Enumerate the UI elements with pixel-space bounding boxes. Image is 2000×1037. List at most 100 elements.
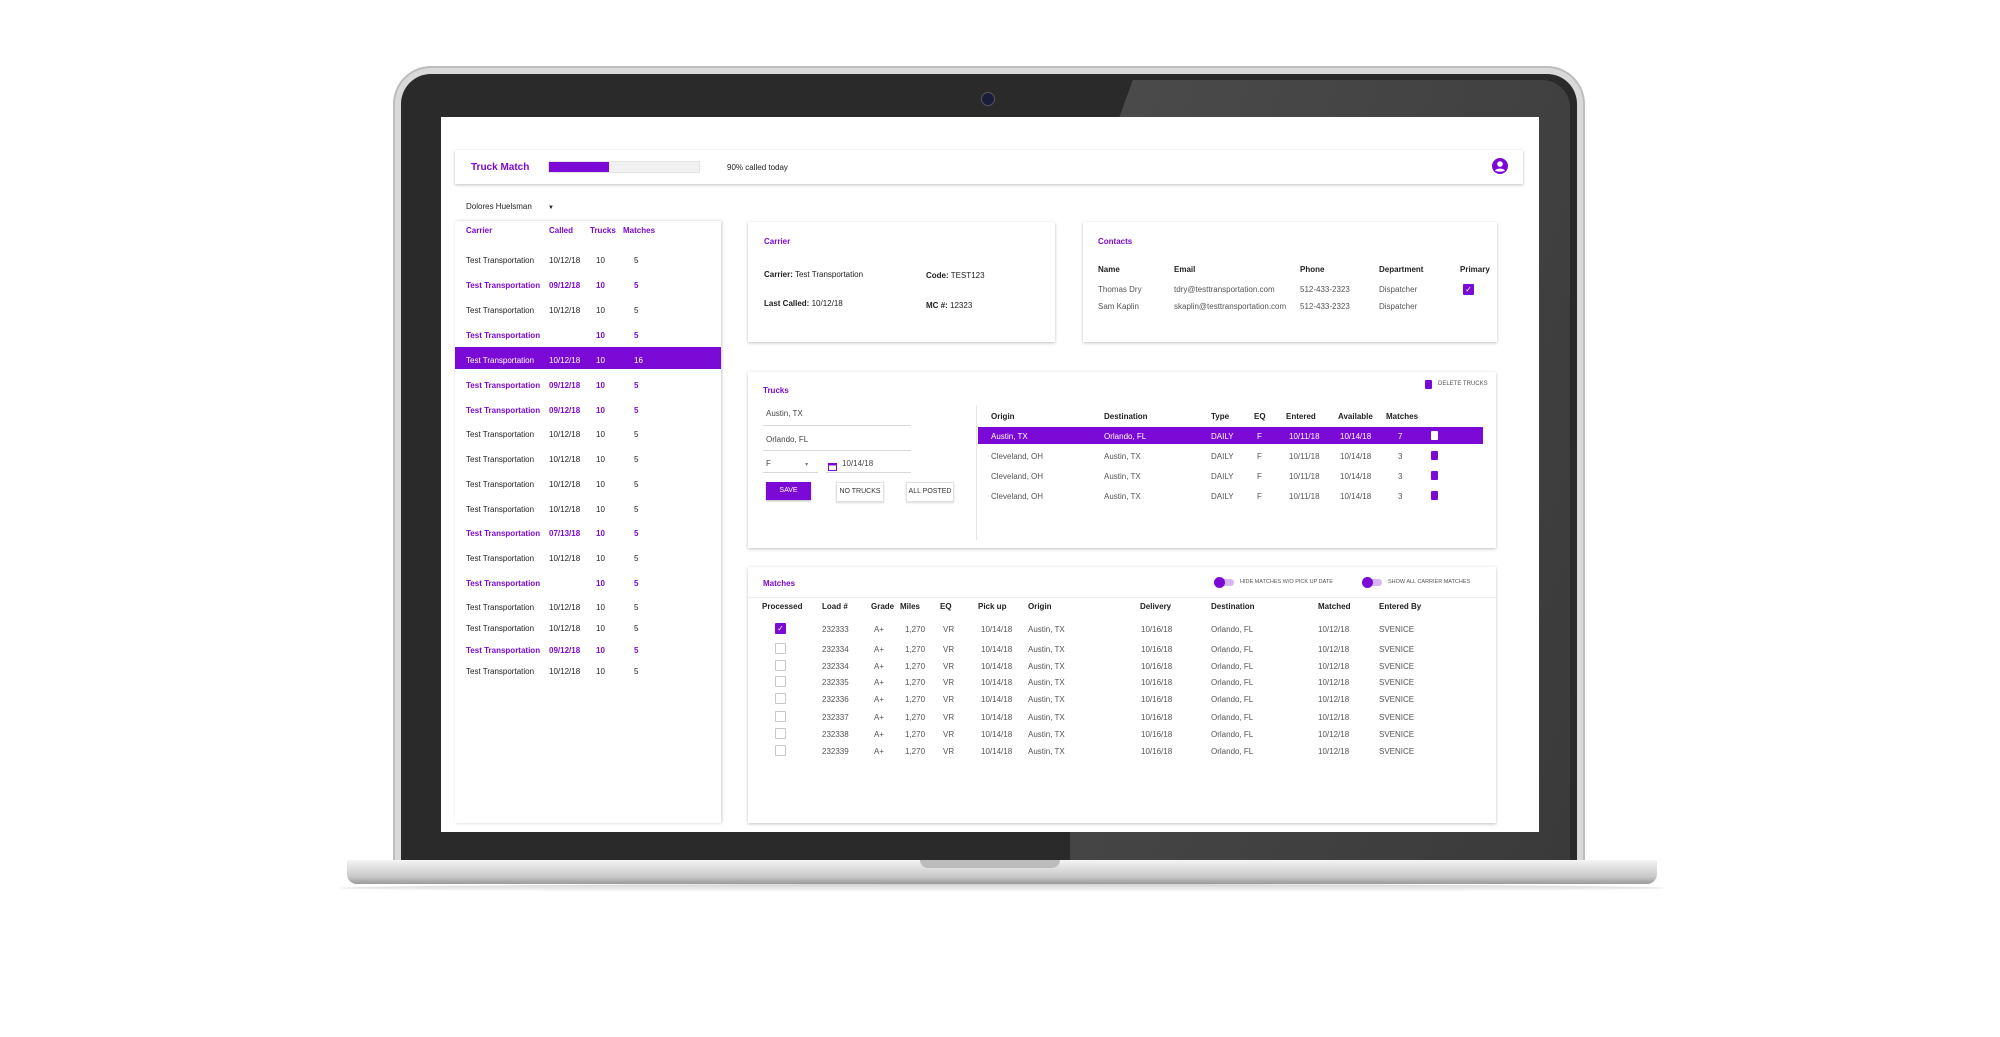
carrier-row[interactable]: Test Transportation 10/12/18 10 5 [455,421,721,443]
carrier-row[interactable]: Test Transportation 10/12/18 10 5 [455,545,721,567]
trash-icon[interactable] [1431,431,1438,440]
carrier-row[interactable]: Test Transportation 09/12/18 10 5 [455,272,721,294]
carrier-row-name: Test Transportation [466,430,535,439]
carrier-row[interactable]: Test Transportation 10 5 [455,570,721,592]
trash-icon[interactable] [1431,451,1438,460]
carrier-row[interactable]: Test Transportation 10/12/18 10 5 [455,615,721,637]
match-eq: VR [943,645,955,654]
contacts-card-title: Contacts [1098,237,1133,246]
trucks-header-entered: Entered [1286,412,1316,421]
match-pickup: 10/14/18 [981,645,1013,654]
destination-input[interactable]: Orlando, FL [766,435,809,444]
calendar-icon[interactable] [828,458,837,471]
no-trucks-button[interactable]: NO TRUCKS [836,482,884,502]
primary-checkbox[interactable]: ✓ [1463,284,1474,295]
carrier-row-trucks: 10 [596,505,605,514]
carrier-row[interactable]: Test Transportation 10/12/18 10 5 [455,658,721,680]
carrier-row[interactable]: Test Transportation 09/12/18 10 5 [455,372,721,394]
match-eq: VR [943,662,955,671]
truck-type: DAILY [1211,492,1234,501]
carrier-row-called: 09/12/18 [549,281,581,290]
carrier-row-matches: 5 [634,430,639,439]
origin-input[interactable]: Austin, TX [766,409,803,418]
carrier-row-called: 07/13/18 [549,529,581,538]
processed-checkbox[interactable]: ✓ [775,623,786,634]
all-posted-button[interactable]: ALL POSTED [906,482,954,502]
carrier-row-trucks: 10 [596,554,605,563]
match-entered-by: SVENICE [1379,678,1415,687]
carrier-row[interactable]: Test Transportation 10/12/18 10 5 [455,247,721,269]
contact-email[interactable]: skaplin@testtransportation.com [1174,302,1287,311]
laptop-notch [920,860,1060,868]
eq-underline [763,472,818,473]
carrier-row[interactable]: Test Transportation 07/13/18 10 5 [455,520,721,542]
call-progress-fill [549,162,609,172]
processed-checkbox[interactable] [775,711,786,722]
carrier-row-name: Test Transportation [466,480,535,489]
carrier-name-field: Carrier: Test Transportation [764,270,863,279]
col-header-matches[interactable]: Matches [623,226,656,235]
carrier-row-called: 10/12/18 [549,624,581,633]
carrier-row[interactable]: Test Transportation 10/12/18 10 5 [455,594,721,616]
carrier-row[interactable]: Test Transportation 09/12/18 10 5 [455,637,721,659]
carrier-row[interactable]: Test Transportation 10/12/18 10 16 [455,347,721,369]
processed-checkbox[interactable] [775,693,786,704]
processed-checkbox[interactable] [775,728,786,739]
match-origin: Austin, TX [1028,747,1065,756]
carrier-row-matches: 5 [634,256,639,265]
match-pickup: 10/14/18 [981,678,1013,687]
trash-icon[interactable] [1431,471,1438,480]
processed-checkbox[interactable] [775,643,786,654]
carrier-row[interactable]: Test Transportation 10 5 [455,322,721,344]
carrier-row[interactable]: Test Transportation 10/12/18 10 5 [455,446,721,468]
trash-icon[interactable] [1431,491,1438,500]
carrier-row-matches: 5 [634,667,639,676]
match-origin: Austin, TX [1028,625,1065,634]
account-circle-icon[interactable] [1492,158,1508,174]
truck-eq: F [1257,432,1262,441]
truck-available: 10/14/18 [1340,492,1372,501]
truck-origin: Cleveland, OH [991,472,1044,481]
processed-checkbox[interactable] [775,676,786,687]
truck-entered: 10/11/18 [1289,432,1320,441]
carrier-row[interactable]: Test Transportation 10/12/18 10 5 [455,496,721,518]
eq-select[interactable]: F ▾ [766,459,808,468]
carrier-row-matches: 5 [634,624,639,633]
match-miles: 1,270 [905,678,926,687]
mc-field: MC #: 12323 [926,301,972,310]
matches-header-destination: Destination [1211,602,1255,611]
match-load: 232334 [822,662,849,671]
carrier-row[interactable]: Test Transportation 10/12/18 10 5 [455,297,721,319]
user-select[interactable]: Dolores Huelsman ▼ [466,202,554,211]
col-header-carrier[interactable]: Carrier [466,226,493,235]
carrier-row-name: Test Transportation [466,579,541,588]
match-load: 232339 [822,747,849,756]
carrier-row-called: 10/12/18 [549,256,581,265]
truck-eq: F [1257,492,1262,501]
carrier-row[interactable]: Test Transportation 09/12/18 10 5 [455,397,721,419]
trucks-header-matches: Matches [1386,412,1419,421]
carrier-row-matches: 5 [634,646,639,655]
save-button[interactable]: SAVE [766,482,811,500]
carrier-row-matches: 5 [634,455,639,464]
trucks-header-destination: Destination [1104,412,1148,421]
contacts-header-phone: Phone [1300,265,1325,274]
match-eq: VR [943,713,955,722]
processed-checkbox[interactable] [775,660,786,671]
truck-available: 10/14/18 [1340,452,1372,461]
col-header-trucks[interactable]: Trucks [590,226,616,235]
contact-email[interactable]: tdry@testtransportation.com [1174,285,1275,294]
col-header-called[interactable]: Called [549,226,574,235]
date-input[interactable]: 10/14/18 [842,459,874,468]
match-miles: 1,270 [905,730,926,739]
matches-header-processed: Processed [762,602,803,611]
carrier-code-label: Code: [926,271,949,280]
match-delivery: 10/16/18 [1141,730,1173,739]
truck-origin: Cleveland, OH [991,492,1044,501]
matches-card: Matches HIDE MATCHES W/O PICK UP DATE SH… [748,567,1496,823]
processed-checkbox[interactable] [775,745,786,756]
carrier-row[interactable]: Test Transportation 10/12/18 10 5 [455,471,721,493]
carrier-row-matches: 5 [634,406,639,415]
matches-header-origin: Origin [1028,602,1052,611]
truck-row[interactable] [978,427,1483,444]
